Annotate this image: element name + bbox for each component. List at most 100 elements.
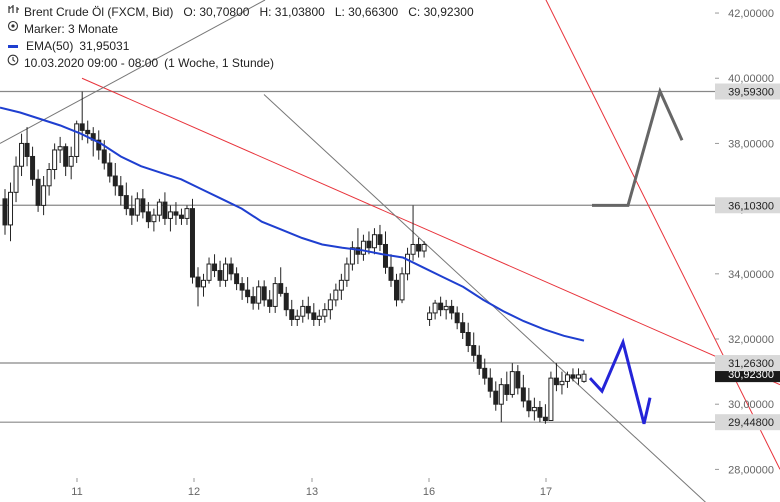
chart-legend: Brent Crude Öl (FXCM, Bid) O: 30,70800 H… [6,4,474,72]
candle-body [19,142,25,167]
candle-body [515,371,521,389]
y-tick-label: 40,00000 [728,73,774,85]
candle-body [405,253,411,275]
y-tick-label: 30,00000 [728,399,774,411]
candle-body [79,123,85,131]
instrument-title: Brent Crude Öl (FXCM, Bid) [24,5,174,19]
candle-body [134,198,140,216]
ema50-line [0,106,585,342]
candle-body [526,400,532,412]
x-tick-label: 12 [188,486,200,498]
candle-body [482,367,488,379]
ohlc-low: L: 30,66300 [334,5,399,19]
ohlc-close: C: 30,92300 [408,5,474,19]
marker-icon [6,20,20,38]
candle-body [272,283,278,307]
level-price-label-1: 36,10300 [715,197,780,214]
candle-body [228,263,234,275]
candle-body [96,139,102,151]
candle-body [460,322,466,333]
candle-body [239,283,245,291]
ema-label: EMA(50) [26,39,74,53]
candle-body [245,289,251,298]
projection-gray-path [592,86,684,207]
candle-body [184,208,190,219]
candle-body [173,211,179,216]
red-lower-line [81,77,780,386]
y-tick-label: 42,00000 [728,8,774,20]
candle-body [553,377,559,386]
candle-body [542,416,548,422]
candle-body [256,286,262,304]
candle-body [52,149,58,171]
candle-body [261,286,267,301]
candle-body [520,387,526,402]
candle-body [178,214,184,219]
candle-body [68,155,74,167]
chart-type-icon [6,4,20,20]
candle-body [311,312,317,320]
candle-body [432,302,438,314]
candle-body [355,247,361,255]
red-upper-line [545,0,780,470]
candle-body [101,149,107,164]
ohlc-high: H: 31,03800 [259,5,325,19]
candle-body [123,195,129,210]
x-tick-label: 16 [423,486,435,498]
y-tick-label: 32,00000 [728,334,774,346]
candle-body [421,243,427,252]
candle-body [548,377,554,422]
candle-body [465,331,471,347]
level-price-label-1-text: 36,10300 [728,200,774,212]
candle-body [212,263,218,272]
candle-body [2,198,8,226]
candle-body [570,374,576,379]
gray-trend-line [263,94,707,502]
candle-body [156,201,162,216]
level-price-label-2-text: 31,26300 [728,358,774,370]
candle-body [112,175,118,187]
level-price-label-3-text: 29,44800 [728,417,774,429]
candle-body [487,377,493,392]
candle-body [85,129,91,135]
marker-label: Marker: 3 Monate [24,22,119,36]
candle-body [107,162,113,177]
candle-body [504,384,510,395]
candle-body [24,142,30,157]
candle-body [360,240,366,255]
candle-body [581,373,587,382]
level-price-label-0: 39,59300 [715,83,780,100]
candle-body [564,374,570,382]
candle-body [300,305,306,317]
candle-body [498,384,504,405]
candle-body [195,276,201,288]
candle-body [46,169,52,187]
candle-body [250,296,256,304]
level-price-label-2: 31,26300 [715,355,780,372]
period-label: 10.03.2020 09:00 - 08:00 [24,56,159,70]
candle-body [145,211,151,223]
level-price-label-0-text: 39,59300 [728,87,774,99]
candle-body [377,234,383,245]
candle-body [316,315,322,320]
x-tick-label: 17 [540,486,552,498]
candle-body [140,198,146,213]
candle-body [189,208,195,278]
candle-body [74,123,80,157]
candle-body [289,309,295,320]
candle-body [575,374,581,379]
candle-body [438,302,444,311]
candle-body [57,146,63,151]
y-tick-label: 38,00000 [728,138,774,150]
x-tick-label: 13 [306,486,318,498]
candle-body [267,299,273,307]
candle-body [206,263,212,281]
level-price-label-3: 29,44800 [715,414,780,431]
candle-body [493,390,499,405]
candle-body [129,208,135,216]
candle-body [283,292,289,311]
candle-body [151,214,157,223]
candle-body [35,178,41,206]
candle-body [410,243,416,255]
candle-body [333,289,339,301]
